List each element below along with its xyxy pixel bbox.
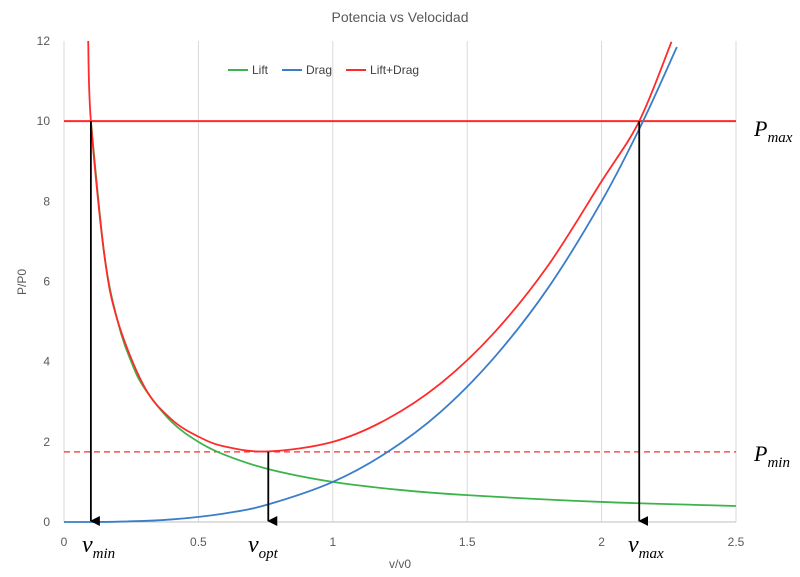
vopt-annotation: vopt [248, 532, 279, 562]
x-tick-label: 0.5 [190, 535, 207, 549]
x-tick-label: 0 [61, 535, 68, 549]
y-tick-label: 2 [43, 435, 50, 449]
reference-lines [64, 120, 736, 453]
y-tick-label: 10 [37, 114, 51, 128]
arrows-group [89, 121, 649, 526]
legend-label: Drag [306, 63, 332, 77]
chart-title: Potencia vs Velocidad [332, 9, 469, 25]
grid [63, 41, 737, 522]
x-tick-label: 2.5 [728, 535, 745, 549]
series-line-lift-plus-drag [87, 41, 673, 453]
y-tick-label: 6 [43, 275, 50, 289]
y-tick-label: 4 [43, 355, 50, 369]
y-tick-label: 8 [43, 194, 50, 208]
legend-label: Lift+Drag [370, 63, 419, 77]
vmax-annotation: vmax [628, 532, 664, 562]
y-tick-labels: 0 2 4 6 8 10 12 [37, 34, 51, 529]
legend-label: Lift [252, 63, 269, 77]
y-tick-label: 12 [37, 34, 51, 48]
vmin-annotation: vmin [82, 532, 115, 562]
pmin-annotation: Pmin [753, 441, 790, 471]
pmax-annotation: Pmax [753, 116, 793, 146]
series-line-drag [64, 46, 678, 523]
series-group [64, 41, 736, 523]
legend: Lift Drag Lift+Drag [228, 63, 419, 77]
x-tick-label: 2 [598, 535, 605, 549]
y-axis-label: P/P0 [15, 269, 29, 295]
x-axis-label: v/v0 [389, 557, 411, 571]
x-tick-label: 1 [329, 535, 336, 549]
x-tick-labels: 0 0.5 1 1.5 2 2.5 [61, 535, 745, 549]
y-tick-label: 0 [43, 515, 50, 529]
x-tick-label: 1.5 [459, 535, 476, 549]
